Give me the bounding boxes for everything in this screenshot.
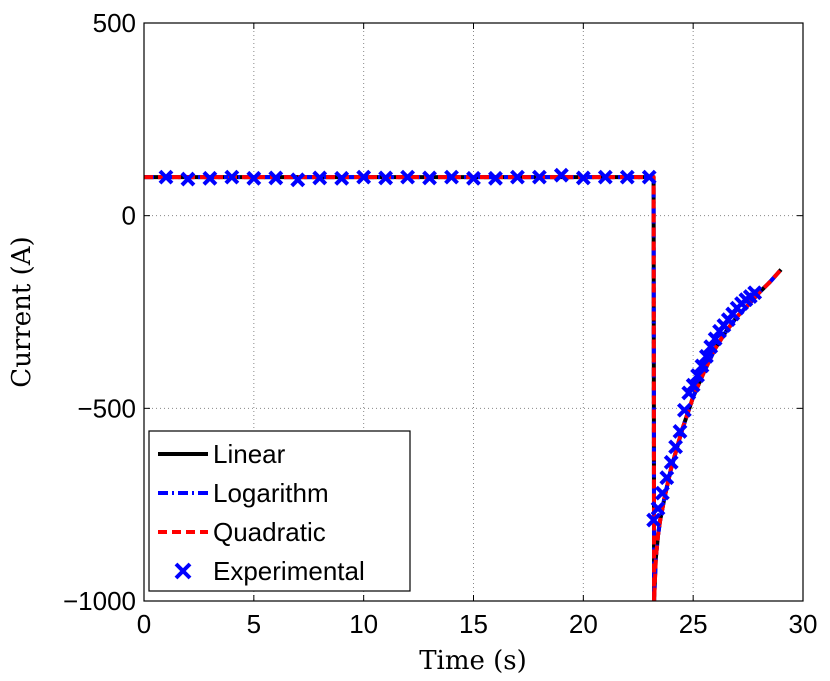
series-experimental-point-6 (290, 172, 306, 188)
series-experimental-point-4 (246, 170, 262, 186)
plot-series (144, 167, 783, 601)
series-experimental-point-37 (707, 331, 723, 347)
series-experimental-point-46 (747, 285, 763, 301)
series-experimental-point-36 (703, 339, 719, 355)
y-axis-title: Current (A) (7, 236, 37, 387)
series-experimental-point-26 (659, 470, 675, 486)
series-experimental-point-15 (488, 170, 503, 186)
series-experimental-point-24 (650, 501, 666, 516)
series-experimental-point-33 (690, 368, 705, 383)
x-tick-label-1: 5 (247, 609, 261, 639)
x-tick-label-6: 30 (789, 609, 818, 639)
axis-ticks: 0 5 10 15 20 25 30 −1000 −500 0 500 (63, 8, 817, 639)
x-tick-label-5: 25 (679, 609, 708, 639)
legend-label-experimental: Experimental (213, 556, 365, 586)
y-tick-label-2: 0 (122, 201, 136, 231)
x-tick-label-3: 15 (459, 609, 488, 639)
series-experimental-point-9 (356, 169, 372, 185)
series-experimental-point-10 (378, 170, 394, 186)
series-experimental-point-31 (681, 385, 697, 401)
series-experimental-point-25 (654, 485, 670, 501)
series-experimental-point-3 (224, 169, 240, 185)
legend-box (148, 430, 411, 592)
series-experimental-point-34 (694, 358, 710, 374)
series-experimental-point-20 (597, 169, 613, 185)
y-tick-label-3: 500 (93, 8, 136, 38)
x-tick-label-0: 0 (137, 609, 151, 639)
x-axis-title: Time (s) (419, 646, 527, 676)
series-experimental-point-27 (663, 454, 679, 470)
series-experimental-point-19 (575, 170, 591, 186)
series-experimental-point-7 (312, 170, 328, 186)
legend-label-logarithm: Logarithm (213, 478, 329, 508)
series-experimental-point-23 (646, 512, 662, 528)
series-experimental-point-5 (268, 170, 284, 186)
grid (144, 23, 803, 601)
legend-label-linear: Linear (213, 439, 286, 469)
series-experimental-point-17 (531, 169, 547, 185)
series-experimental-point-14 (466, 170, 481, 186)
series-experimental-point-29 (672, 424, 688, 439)
legend-label-quadratic: Quadratic (213, 517, 326, 547)
series-experimental-point-21 (619, 169, 635, 185)
series-experimental-point-8 (334, 170, 350, 186)
series-experimental-point-0 (158, 169, 174, 185)
y-tick-label-1: −500 (77, 393, 136, 423)
x-tick-label-2: 10 (349, 609, 378, 639)
series-experimental-point-28 (668, 439, 684, 455)
series-experimental-point-1 (180, 171, 196, 187)
x-tick-label-4: 20 (569, 609, 598, 639)
series-experimental-point-13 (444, 169, 459, 185)
series-experimental-point-18 (553, 167, 569, 183)
y-tick-label-0: −1000 (63, 586, 136, 616)
series-experimental-point-16 (510, 169, 525, 185)
legend-swatch-experimental (174, 562, 192, 580)
series-experimental-point-2 (202, 170, 218, 186)
series-experimental-point-12 (422, 170, 437, 186)
series-experimental-point-32 (685, 377, 701, 393)
series-experimental-point-30 (676, 402, 692, 418)
legend: Linear Logarithm Quadratic Experimental (148, 430, 411, 592)
series-experimental-point-35 (698, 348, 714, 364)
series-experimental-point-11 (400, 169, 416, 185)
series-experimental-point-22 (641, 169, 657, 185)
